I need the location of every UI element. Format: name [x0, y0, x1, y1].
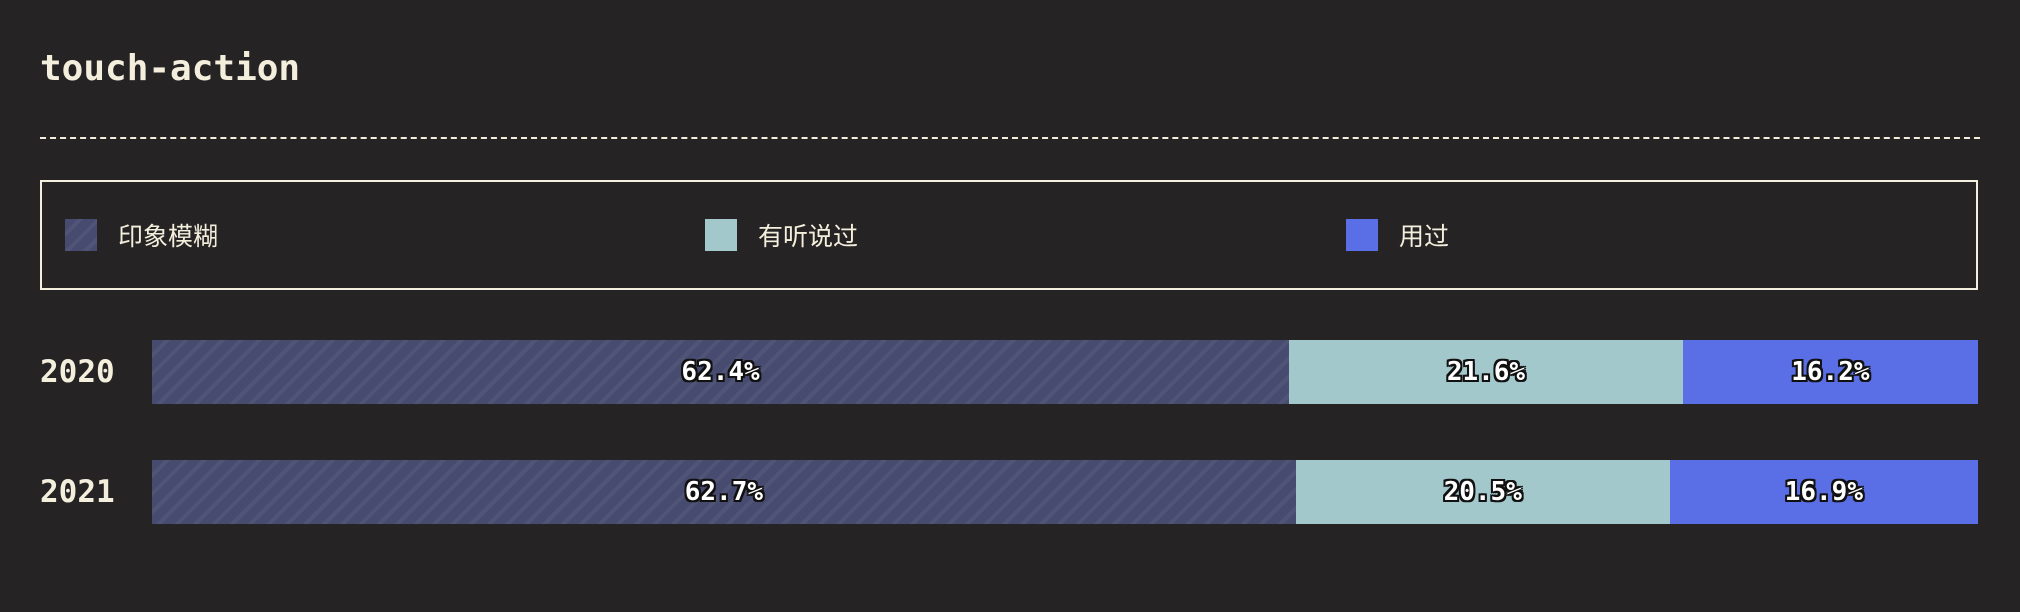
row-label-2021: 2021	[40, 474, 115, 510]
bar-segment-2020-0[interactable]: 62.4%	[152, 340, 1290, 404]
bar-segment-2021-2[interactable]: 16.9%	[1669, 460, 1978, 524]
data-label-2021-2: 16.9%	[1784, 477, 1863, 507]
data-label-2021-1: 20.5%	[1443, 477, 1522, 507]
legend-swatch-1	[705, 219, 737, 251]
row-label-2020: 2020	[40, 354, 115, 390]
bar-segment-2021-1[interactable]: 20.5%	[1295, 460, 1670, 524]
legend-item-2[interactable]: 用过	[1346, 218, 1449, 252]
bar-segment-2020-1[interactable]: 21.6%	[1289, 340, 1683, 404]
legend-label-0: 印象模糊	[118, 222, 219, 251]
legend-swatch-0	[65, 219, 97, 251]
legend: 印象模糊 有听说过 用过	[40, 180, 1978, 290]
legend-item-1[interactable]: 有听说过	[705, 218, 858, 252]
data-label-2020-1: 21.6%	[1446, 357, 1526, 387]
bar-row-2020: 62.4% 21.6% 16.2%	[152, 340, 1978, 404]
legend-label-2: 用过	[1399, 222, 1450, 251]
legend-label-1: 有听说过	[758, 222, 859, 251]
legend-item-0[interactable]: 印象模糊	[65, 218, 218, 252]
data-label-2020-2: 16.2%	[1791, 357, 1870, 387]
bar-segment-2021-0[interactable]: 62.7%	[152, 460, 1296, 524]
data-label-2021-0: 62.7%	[684, 477, 764, 507]
bar-row-2021: 62.7% 20.5% 16.9%	[152, 460, 1978, 524]
chart-title: touch-action	[40, 48, 301, 89]
legend-swatch-2	[1346, 219, 1378, 251]
title-divider	[40, 137, 1980, 139]
bar-segment-2020-2[interactable]: 16.2%	[1682, 340, 1978, 404]
data-label-2020-0: 62.4%	[681, 357, 760, 387]
